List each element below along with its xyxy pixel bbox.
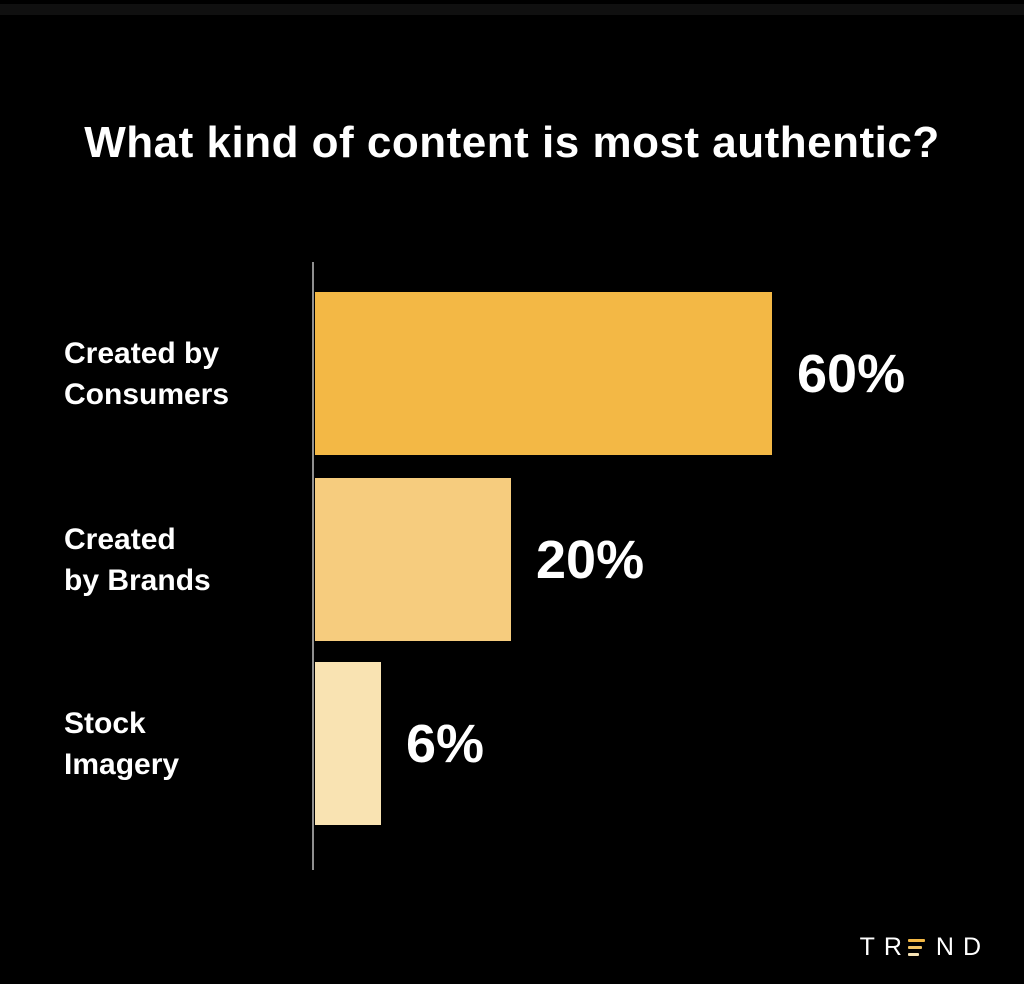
value-label: 6% — [406, 713, 485, 774]
category-label-line: Created by — [64, 336, 220, 370]
category-label-line: Stock — [64, 706, 146, 740]
logo-text-tr: TR — [859, 933, 911, 961]
logo-e-three-bars-icon — [907, 939, 925, 956]
bar — [315, 478, 511, 641]
trend-logo: TR ND — [860, 933, 990, 962]
y-axis-line — [312, 262, 314, 870]
category-label-line: Consumers — [64, 377, 230, 411]
bar-row: Created by Brands 20% — [0, 478, 1024, 641]
category-label: Created by Brands — [64, 478, 211, 641]
bar — [315, 662, 381, 825]
category-label-line: by Brands — [64, 563, 211, 597]
category-label-line: Created — [64, 522, 176, 556]
logo-e-bar — [907, 939, 925, 942]
category-label: Stock Imagery — [64, 662, 179, 825]
logo-e-bar — [907, 953, 919, 956]
value-label: 60% — [797, 343, 906, 404]
value-label: 20% — [536, 529, 645, 590]
bar-row: Created by Consumers 60% — [0, 292, 1024, 455]
category-label: Created by Consumers — [64, 292, 229, 455]
category-label-line: Imagery — [64, 747, 180, 781]
top-artifact-band — [0, 4, 1024, 15]
logo-text-nd: ND — [935, 933, 990, 961]
logo-e-bar — [907, 946, 922, 949]
bar-row: Stock Imagery 6% — [0, 662, 1024, 825]
bar — [315, 292, 772, 455]
chart-title: What kind of content is most authentic? — [84, 118, 940, 167]
